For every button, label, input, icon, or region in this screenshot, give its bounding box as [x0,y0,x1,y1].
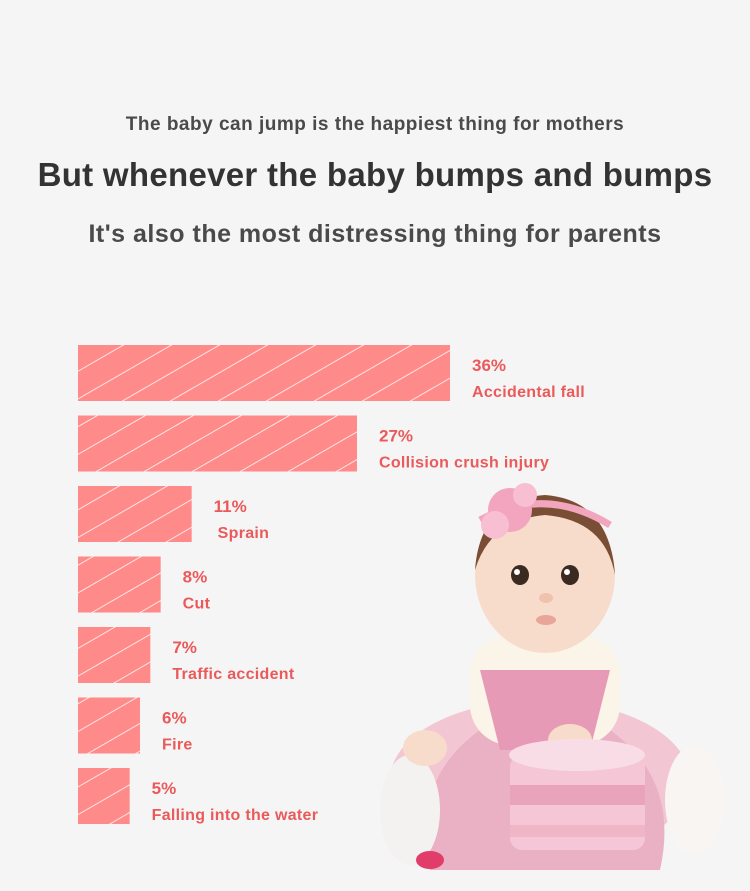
category-label-sprain: Sprain [218,525,270,542]
bar-falling-into-the-water [78,768,130,824]
bar-fire [78,697,140,754]
bar-traffic-accident [78,627,151,683]
baby-illustration [380,483,725,870]
bar-accidental-fall [78,345,450,401]
category-label-falling-into-the-water: Falling into the water [152,807,319,824]
value-label-accidental-fall: 36% [472,356,506,375]
value-label-sprain: 11% [214,497,247,516]
category-label-collision-crush-injury: Collision crush injury [379,455,549,472]
value-label-fire: 6% [162,709,187,728]
category-label-accidental-fall: Accidental fall [472,384,585,401]
value-label-traffic-accident: 7% [172,638,197,657]
value-label-collision-crush-injury: 27% [379,427,413,446]
bar-collision-crush-injury [78,415,357,472]
category-label-fire: Fire [162,737,193,754]
value-label-falling-into-the-water: 5% [152,779,177,798]
category-label-traffic-accident: Traffic accident [172,666,295,683]
category-label-cut: Cut [183,596,211,613]
value-label-cut: 8% [183,568,208,587]
header-line-3: It's also the most distressing thing for… [88,220,662,248]
bar-sprain [78,486,192,542]
page-title: But whenever the baby bumps and bumps [37,156,713,193]
header-line-1: The baby can jump is the happiest thing … [125,114,625,135]
bar-cut [78,556,161,613]
